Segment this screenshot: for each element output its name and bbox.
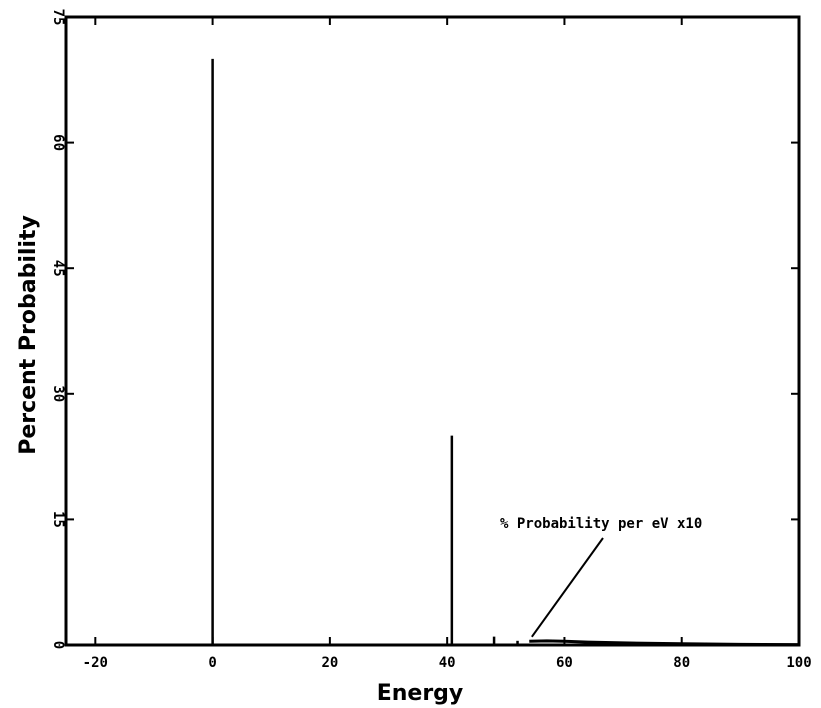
y-tick-label: 60 [50, 134, 66, 151]
x-tick-label: 20 [321, 655, 338, 671]
x-tick-label: -20 [83, 655, 108, 671]
y-tick-label: 0 [50, 641, 66, 649]
y-tick-label: 75 [50, 9, 66, 26]
annotation-label: % Probability per eV x10 [500, 516, 702, 532]
x-tick-label: 100 [786, 655, 811, 671]
annotation-layer: % Probability per eV x10 [500, 516, 702, 638]
x-tick-label: 0 [208, 655, 216, 671]
axis-ticks: -20 0 20 40 60 80 100 0 15 30 45 60 75 [50, 9, 812, 671]
y-tick-label: 15 [50, 511, 66, 528]
x-axis-title: Energy [377, 681, 464, 706]
plot-marks [211, 58, 800, 647]
plot-frame [64, 15, 801, 647]
annotation-leader-line [531, 537, 604, 638]
y-tick-label: 45 [50, 260, 66, 277]
y-axis-title: Percent Probability [16, 215, 41, 455]
y-tick-label: 30 [50, 385, 66, 402]
x-tick-label: 40 [439, 655, 456, 671]
x-tick-label: 80 [673, 655, 690, 671]
x-tick-label: 60 [556, 655, 573, 671]
